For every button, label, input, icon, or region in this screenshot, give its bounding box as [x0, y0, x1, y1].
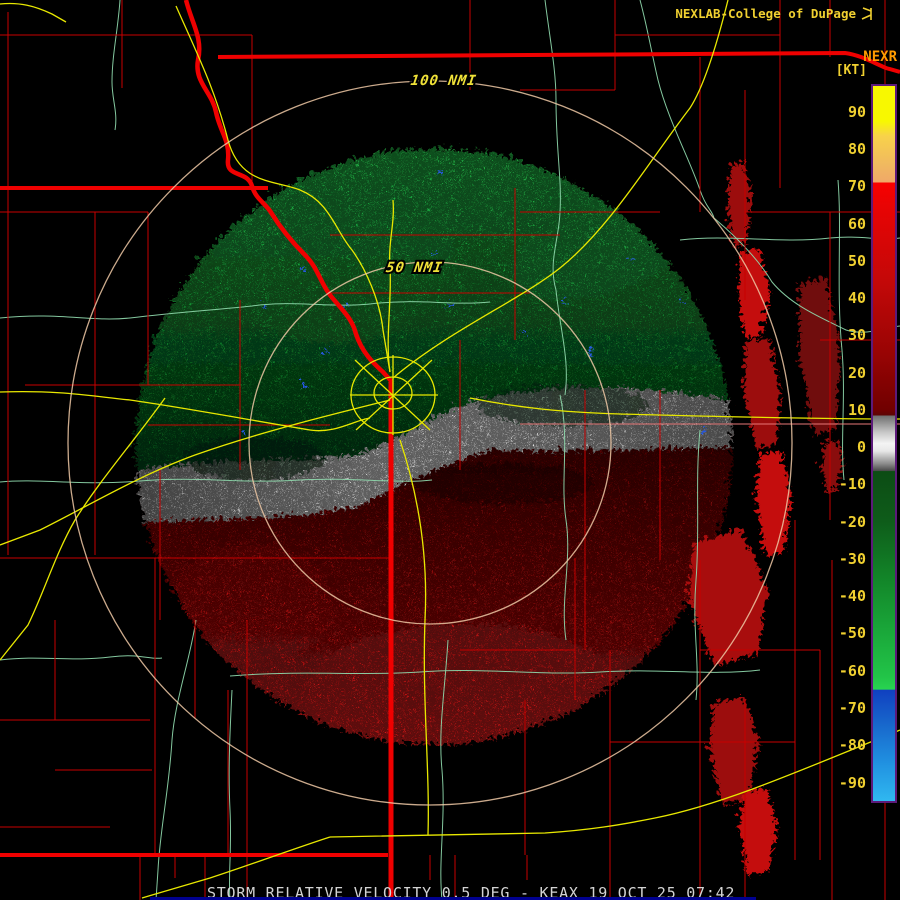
colorbar-tick: 40 — [847, 289, 866, 308]
branding: NEXLAB-College of DuPage — [675, 6, 874, 21]
colorbar-tick: 10 — [847, 400, 866, 419]
colorbar-tick: -30 — [838, 549, 866, 568]
colorbar-tick: -60 — [838, 661, 866, 680]
colorbar-tick: 90 — [847, 102, 866, 121]
range-rings: 50 NMI 100 NMI — [67, 71, 793, 806]
colorbar-tick: -70 — [838, 699, 866, 717]
weathervane-icon — [861, 6, 872, 20]
range-ring-100-label: 100 NMI — [410, 73, 478, 89]
colorbar-tick: -40 — [838, 587, 866, 606]
branding-title: NEXLAB-College of DuPage — [675, 6, 856, 21]
status-bar-underline — [150, 897, 756, 900]
velocity-colorbar — [871, 84, 897, 803]
colorbar-tick: -10 — [838, 475, 866, 494]
colorbar-tick: 20 — [847, 363, 866, 382]
velocity-data-layer — [132, 145, 840, 872]
range-ring-100nmi — [67, 80, 793, 806]
colorbar-tick: 70 — [847, 177, 866, 196]
colorbar-tick: 50 — [847, 251, 866, 270]
velocity-colorbar-gradient — [873, 86, 895, 801]
colorbar-tick: 80 — [847, 140, 866, 159]
colorbar-units-label: [KT] — [835, 63, 867, 78]
speckle-noise — [132, 145, 728, 741]
colorbar-tick: -80 — [838, 736, 866, 755]
colorbar-tick: 0 — [856, 438, 866, 457]
colorbar-tick: -20 — [838, 512, 866, 531]
status-bar-text: STORM RELATIVE VELOCITY 0.5 DEG - KEAX 1… — [207, 884, 736, 900]
colorbar-tick: 60 — [847, 214, 866, 233]
colorbar-tick: 30 — [847, 326, 866, 345]
colorbar-tick: -50 — [838, 624, 866, 643]
range-ring-50-label: 50 NMI — [385, 260, 444, 276]
product-code: NEXR — [863, 49, 897, 65]
velocity-outlier-dots — [238, 166, 702, 429]
colorbar-tick: -90 — [838, 773, 866, 792]
range-ring-50nmi — [248, 261, 612, 625]
